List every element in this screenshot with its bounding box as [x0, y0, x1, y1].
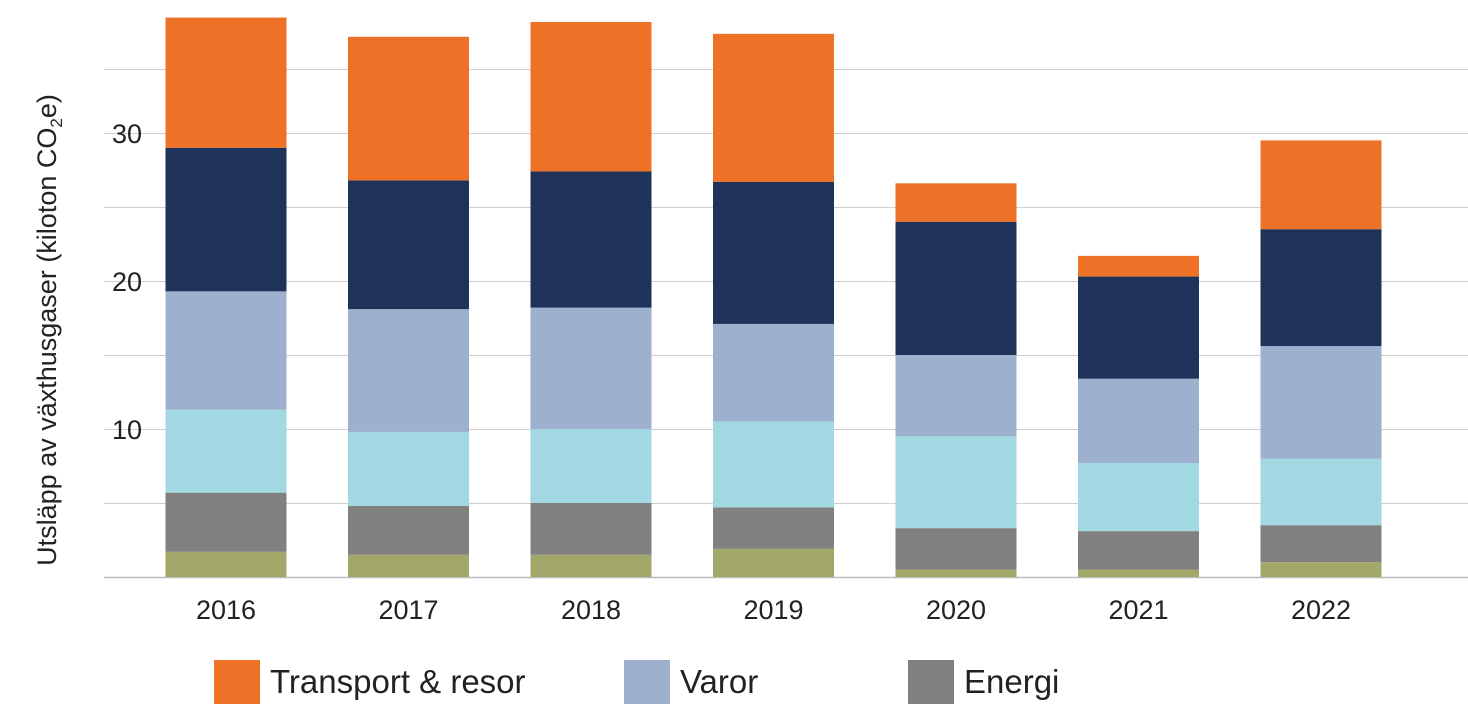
- bar-segment-varor-2016: [165, 291, 287, 410]
- legend-swatch-transport: [214, 660, 260, 704]
- legend: Transport & resor Varor Energi: [214, 657, 1314, 709]
- bars: [165, 17, 1382, 577]
- bar-segment-lightblue-2017: [348, 431, 469, 506]
- bar-segment-green-2022: [1260, 562, 1382, 577]
- bar-segment-energi-2017: [348, 505, 469, 555]
- y-axis-label-subscript: 2: [47, 118, 66, 127]
- legend-label-transport: Transport & resor: [270, 663, 526, 700]
- y-tick-label: 20: [112, 267, 142, 297]
- bar-segment-navy-2021: [1078, 276, 1199, 379]
- bar-segment-varor-2018: [530, 307, 652, 429]
- bar-segment-green-2021: [1078, 569, 1199, 577]
- bar-segment-varor-2020: [895, 355, 1017, 437]
- bar-segment-green-2016: [165, 551, 287, 577]
- legend-swatch-varor: [624, 660, 670, 704]
- y-tick-labels: 10 20 30: [112, 119, 142, 445]
- bar-segment-navy-2022: [1260, 229, 1382, 347]
- legend-item-energi: Energi: [908, 657, 1059, 707]
- legend-item-transport: Transport & resor: [214, 657, 526, 707]
- bar-segment-varor-2021: [1078, 378, 1199, 464]
- y-axis-label: Utsläpp av växthusgaser (kiloton CO2e): [32, 94, 66, 566]
- bar-segment-lightblue-2020: [895, 436, 1017, 529]
- bar-segment-energi-2021: [1078, 531, 1199, 570]
- x-tick-label-2020: 2020: [926, 595, 986, 625]
- x-tick-label-2017: 2017: [378, 595, 438, 625]
- bar-segment-energi-2020: [895, 528, 1017, 570]
- x-tick-label-2022: 2022: [1291, 595, 1351, 625]
- bar-segment-lightblue-2018: [530, 429, 652, 503]
- y-tick-label: 30: [112, 119, 142, 149]
- x-tick-label-2019: 2019: [743, 595, 803, 625]
- bar-segment-varor-2022: [1260, 346, 1382, 459]
- bar-segment-transport-resor-2021: [1078, 255, 1199, 277]
- bar-segment-transport-resor-2016: [165, 17, 287, 148]
- x-tick-labels: 2016 2017 2018 2019 2020 2021 2022: [196, 595, 1351, 625]
- bar-segment-navy-2017: [348, 180, 469, 310]
- bar-segment-transport-resor-2019: [713, 33, 834, 182]
- bar-segment-energi-2022: [1260, 525, 1382, 563]
- stacked-bar-chart: 10 20 30 2016 2017 2018 2019 2020 2021 2022 Utsl…: [32, 17, 1468, 625]
- bar-segment-lightblue-2022: [1260, 458, 1382, 526]
- y-axis-label-main: Utsläpp av växthusgaser (kiloton CO: [32, 128, 62, 566]
- legend-label-energi: Energi: [964, 663, 1060, 700]
- bar-segment-green-2020: [895, 569, 1017, 577]
- x-tick-label-2018: 2018: [561, 595, 621, 625]
- bar-segment-green-2017: [348, 554, 469, 577]
- bar-segment-navy-2018: [530, 171, 652, 308]
- y-tick-label: 10: [112, 415, 142, 445]
- bar-segment-navy-2016: [165, 147, 287, 292]
- bar-segment-energi-2019: [713, 507, 834, 549]
- bar-segment-transport-resor-2022: [1260, 140, 1382, 230]
- bar-segment-varor-2019: [713, 323, 834, 422]
- y-axis-label-end: e): [32, 94, 62, 118]
- x-tick-label-2021: 2021: [1108, 595, 1168, 625]
- bar-segment-lightblue-2019: [713, 421, 834, 508]
- bar-segment-energi-2018: [530, 503, 652, 555]
- x-tick-label-2016: 2016: [196, 595, 256, 625]
- bar-segment-green-2018: [530, 554, 652, 577]
- bar-segment-lightblue-2021: [1078, 463, 1199, 532]
- bar-segment-varor-2017: [348, 309, 469, 432]
- bar-segment-transport-resor-2018: [530, 22, 652, 172]
- bar-segment-energi-2016: [165, 492, 287, 552]
- bar-segment-navy-2019: [713, 181, 834, 324]
- legend-label-varor: Varor: [680, 663, 759, 700]
- bar-segment-green-2019: [713, 548, 834, 577]
- bar-segment-lightblue-2016: [165, 409, 287, 493]
- legend-swatch-energi: [908, 660, 954, 704]
- bar-segment-navy-2020: [895, 221, 1017, 355]
- bar-segment-transport-resor-2017: [348, 36, 469, 181]
- bar-segment-transport-resor-2020: [895, 183, 1017, 222]
- legend-item-varor: Varor: [624, 657, 758, 707]
